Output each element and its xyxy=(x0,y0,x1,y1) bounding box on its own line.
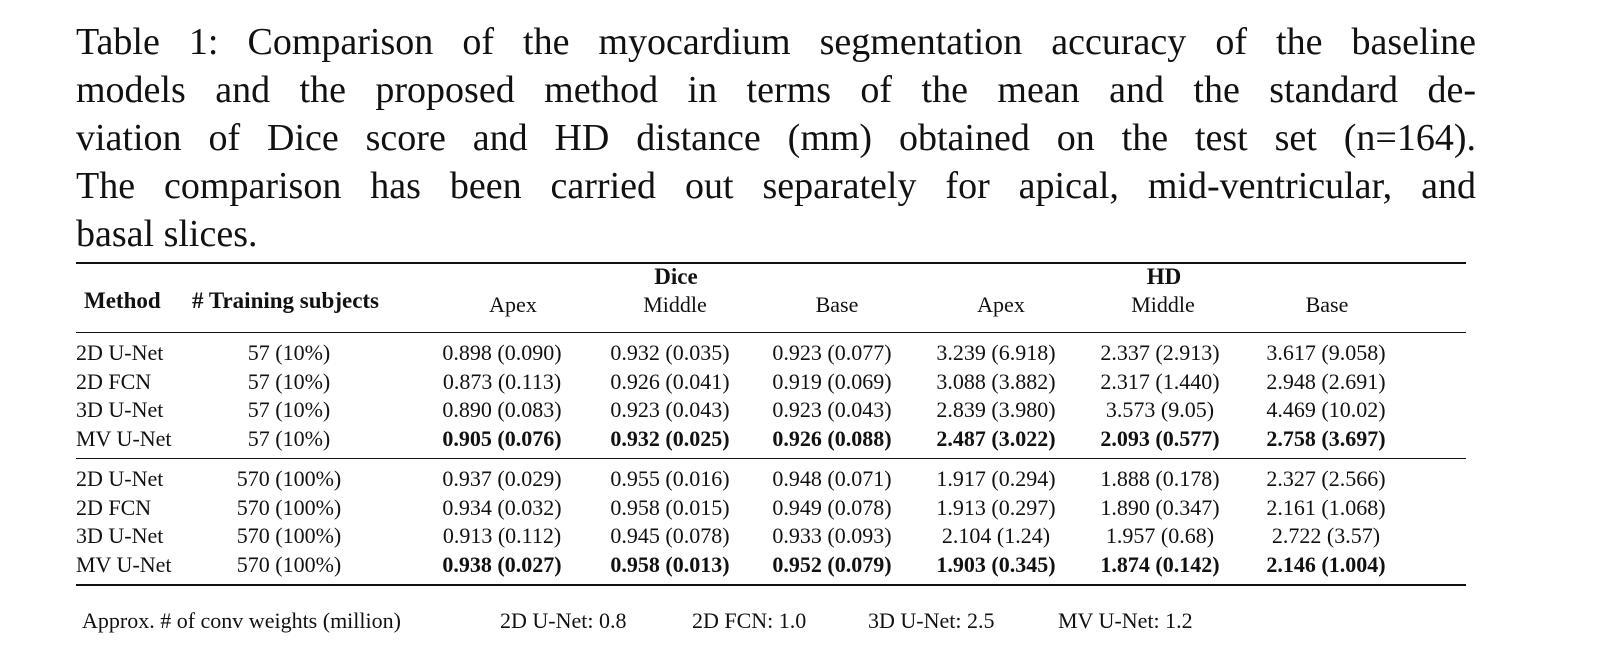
value-cell: 2.093 (0.577) xyxy=(1100,425,1220,451)
value-cell: 1.888 (0.178) xyxy=(1100,466,1220,491)
value-cell: 2.722 (3.57) xyxy=(1271,523,1381,548)
value-cell: 2.839 (3.980) xyxy=(936,397,1056,422)
table-bottom-rule xyxy=(76,584,1466,586)
value-cell: 0.937 (0.029) xyxy=(442,466,562,491)
value-cell: 2.337 (2.913) xyxy=(1100,340,1220,365)
header-hd-group: HD xyxy=(1146,264,1182,289)
value-cell: 0.934 (0.032) xyxy=(442,494,562,520)
value-cell: 1.903 (0.345) xyxy=(936,551,1056,577)
header-dice-group: Dice xyxy=(654,264,698,289)
header-dice-apex: Apex xyxy=(489,292,537,317)
value-cell: 3.617 (9.058) xyxy=(1266,340,1386,365)
value-cell: 0.952 (0.079) xyxy=(772,551,892,577)
value-cell: 0.923 (0.043) xyxy=(610,397,730,422)
value-cell: 2.487 (3.022) xyxy=(936,425,1056,451)
value-cell: 2.948 (2.691) xyxy=(1266,368,1386,394)
caption-line: viation of Dice score and HD distance (m… xyxy=(76,117,1476,159)
caption-line: basal slices. xyxy=(76,213,258,255)
header-dice-middle: Middle xyxy=(643,292,707,317)
value-cell: 1.957 (0.68) xyxy=(1105,523,1215,548)
value-cell: 1.913 (0.297) xyxy=(936,494,1056,520)
value-cell: 0.938 (0.027) xyxy=(442,551,562,577)
value-cell: 2.104 (1.24) xyxy=(941,523,1051,548)
value-cell: 1.917 (0.294) xyxy=(936,466,1056,491)
value-cell: 3.088 (3.882) xyxy=(936,368,1056,394)
footer-item: 2D FCN: 1.0 xyxy=(692,608,807,633)
value-cell: 0.898 (0.090) xyxy=(442,340,562,365)
value-cell: 0.890 (0.083) xyxy=(442,397,562,422)
training-cell: 57 (10%) xyxy=(247,397,331,422)
value-cell: 0.923 (0.043) xyxy=(772,397,892,422)
value-cell: 0.958 (0.015) xyxy=(610,494,730,520)
footer-item: MV U-Net: 1.2 xyxy=(1058,608,1193,633)
value-cell: 2.758 (3.697) xyxy=(1266,425,1386,451)
value-cell: 0.955 (0.016) xyxy=(610,466,730,491)
value-cell: 2.317 (1.440) xyxy=(1100,368,1220,394)
table-caption: Table 1: Comparison of the myocardium se… xyxy=(76,18,1476,258)
value-cell: 0.923 (0.077) xyxy=(772,340,892,365)
value-cell: 4.469 (10.02) xyxy=(1266,397,1386,422)
value-cell: 1.874 (0.142) xyxy=(1100,551,1220,577)
value-cell: 0.948 (0.071) xyxy=(772,466,892,491)
method-cell: MV U-Net xyxy=(76,551,172,577)
caption-line: models and the proposed method in terms … xyxy=(76,69,1476,111)
value-cell: 0.945 (0.078) xyxy=(610,523,730,548)
value-cell: 0.958 (0.013) xyxy=(610,551,730,577)
value-cell: 0.873 (0.113) xyxy=(442,368,562,394)
value-cell: 2.161 (1.068) xyxy=(1266,494,1386,520)
value-cell: 0.913 (0.112) xyxy=(442,523,562,548)
training-cell: 570 (100%) xyxy=(236,466,342,491)
header-method: Method xyxy=(84,288,161,313)
value-cell: 2.146 (1.004) xyxy=(1266,551,1386,577)
value-cell: 3.573 (9.05) xyxy=(1105,397,1215,422)
training-cell: 57 (10%) xyxy=(247,340,331,365)
value-cell: 0.949 (0.078) xyxy=(772,494,892,520)
value-cell: 0.905 (0.076) xyxy=(442,425,562,451)
caption-line: Table 1: Comparison of the myocardium se… xyxy=(76,21,1476,63)
header-dice-base: Base xyxy=(815,292,859,317)
method-cell: 3D U-Net xyxy=(76,397,164,422)
training-cell: 570 (100%) xyxy=(236,494,342,520)
value-cell: 0.926 (0.088) xyxy=(772,425,892,451)
footer-item: 3D U-Net: 2.5 xyxy=(868,608,995,633)
group-separator-rule xyxy=(76,458,1466,459)
method-cell: 2D U-Net xyxy=(76,340,164,365)
value-cell: 1.890 (0.347) xyxy=(1100,494,1220,520)
caption-line: The comparison has been carried out sepa… xyxy=(76,165,1476,207)
method-cell: 2D FCN xyxy=(76,494,152,520)
value-cell: 0.932 (0.025) xyxy=(610,425,730,451)
value-cell: 0.932 (0.035) xyxy=(610,340,730,365)
value-cell: 2.327 (2.566) xyxy=(1266,466,1386,491)
header-hd-middle: Middle xyxy=(1131,292,1195,317)
table-top-rule xyxy=(76,262,1466,264)
value-cell: 0.926 (0.041) xyxy=(610,368,730,394)
header-hd-apex: Apex xyxy=(977,292,1025,317)
training-cell: 570 (100%) xyxy=(236,551,342,577)
header-training-subjects: # Training subjects xyxy=(192,288,380,313)
method-cell: 2D U-Net xyxy=(76,466,164,491)
header-hd-base: Base xyxy=(1305,292,1349,317)
value-cell: 3.239 (6.918) xyxy=(936,340,1056,365)
method-cell: 3D U-Net xyxy=(76,523,164,548)
method-cell: MV U-Net xyxy=(76,425,172,451)
footer-item: 2D U-Net: 0.8 xyxy=(500,608,627,633)
training-cell: 57 (10%) xyxy=(247,368,331,394)
value-cell: 0.919 (0.069) xyxy=(772,368,892,394)
method-cell: 2D FCN xyxy=(76,368,152,394)
header-rule xyxy=(76,332,1466,333)
training-cell: 57 (10%) xyxy=(247,425,331,451)
value-cell: 0.933 (0.093) xyxy=(772,523,892,548)
footer-label: Approx. # of conv weights (million) xyxy=(82,608,401,633)
training-cell: 570 (100%) xyxy=(236,523,342,548)
